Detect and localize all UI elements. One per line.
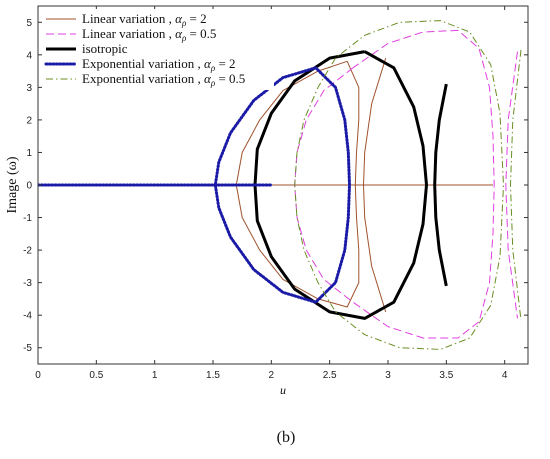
legend-label-1: Linear variation , αρ = 2 — [82, 11, 207, 28]
series-3-curve-2 — [433, 83, 448, 287]
legend-entry-4: Exponential variation , αρ = 2 — [44, 56, 236, 73]
legend-entry-5: Exponential variation , αρ = 0.5 — [46, 71, 245, 88]
figure-caption: (b) — [277, 429, 296, 446]
x-tick-label: 2.5 — [323, 370, 337, 381]
series-3 — [253, 50, 448, 320]
y-tick-label: 0 — [26, 181, 32, 192]
legend-label-3: isotropic — [82, 41, 128, 56]
y-tick-label: 3 — [26, 83, 32, 94]
y-tick-label: -5 — [23, 343, 32, 354]
y-tick-label: -3 — [23, 278, 32, 289]
legend-label-4: Exponential variation , αρ = 2 — [82, 56, 236, 73]
x-tick-label: 4 — [502, 370, 508, 381]
y-tick-label: -2 — [23, 246, 32, 257]
legend-entry-1: Linear variation , αρ = 2 — [46, 11, 207, 28]
y-tick-label: -1 — [23, 213, 32, 224]
y-tick-label: 5 — [26, 18, 32, 29]
series-5-curve-2 — [510, 49, 522, 321]
series-2 — [294, 29, 518, 339]
series-2-curve-2 — [505, 51, 518, 319]
series-2-curve-1 — [294, 29, 495, 339]
x-tick-label: 3 — [385, 370, 391, 381]
x-tick-label: 0.5 — [89, 370, 103, 381]
x-tick-label: 1.5 — [206, 370, 220, 381]
legend-entry-2: Linear variation , αρ = 0.5 — [46, 26, 216, 43]
x-tick-label: 0 — [35, 370, 41, 381]
y-axis-label: Image (ω) — [5, 156, 20, 213]
y-tick-label: 1 — [26, 148, 32, 159]
legend-label-5: Exponential variation , αρ = 0.5 — [82, 71, 245, 88]
x-tick-label: 1 — [152, 370, 158, 381]
x-tick-label: 2 — [269, 370, 275, 381]
series-4-curve-1 — [213, 66, 351, 304]
legend-entry-3: isotropic — [46, 41, 128, 56]
series-3-curve-1 — [253, 50, 428, 320]
y-tick-label: -4 — [23, 311, 32, 322]
x-axis-label: u — [280, 383, 286, 397]
series-layer — [38, 20, 522, 350]
legend-label-2: Linear variation , αρ = 0.5 — [82, 26, 216, 43]
x-tick-label: 3.5 — [439, 370, 453, 381]
y-tick-label: 4 — [26, 50, 32, 61]
y-tick-label: 2 — [26, 115, 32, 126]
series-4 — [38, 66, 351, 304]
legend-box — [42, 9, 274, 90]
series-5 — [294, 20, 522, 350]
